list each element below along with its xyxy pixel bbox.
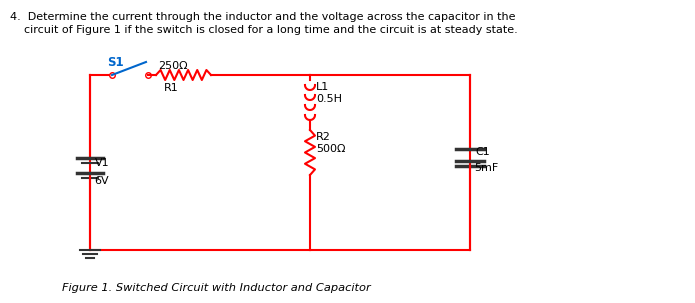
Text: V1: V1 (95, 158, 110, 168)
Text: 250Ω: 250Ω (158, 61, 188, 71)
Text: circuit of Figure 1 if the switch is closed for a long time and the circuit is a: circuit of Figure 1 if the switch is clo… (10, 25, 518, 35)
Text: C1: C1 (475, 147, 490, 157)
Text: R1: R1 (164, 83, 179, 93)
Text: Figure 1. Switched Circuit with Inductor and Capacitor: Figure 1. Switched Circuit with Inductor… (62, 283, 370, 293)
Text: R2: R2 (316, 132, 331, 142)
Text: 6V: 6V (94, 176, 108, 186)
Text: L1: L1 (316, 82, 329, 92)
Text: 0.5H: 0.5H (316, 94, 342, 104)
Text: 500Ω: 500Ω (316, 144, 345, 154)
Text: S1: S1 (107, 56, 124, 69)
Text: 5mF: 5mF (474, 163, 498, 173)
Text: 4.  Determine the current through the inductor and the voltage across the capaci: 4. Determine the current through the ind… (10, 12, 516, 22)
